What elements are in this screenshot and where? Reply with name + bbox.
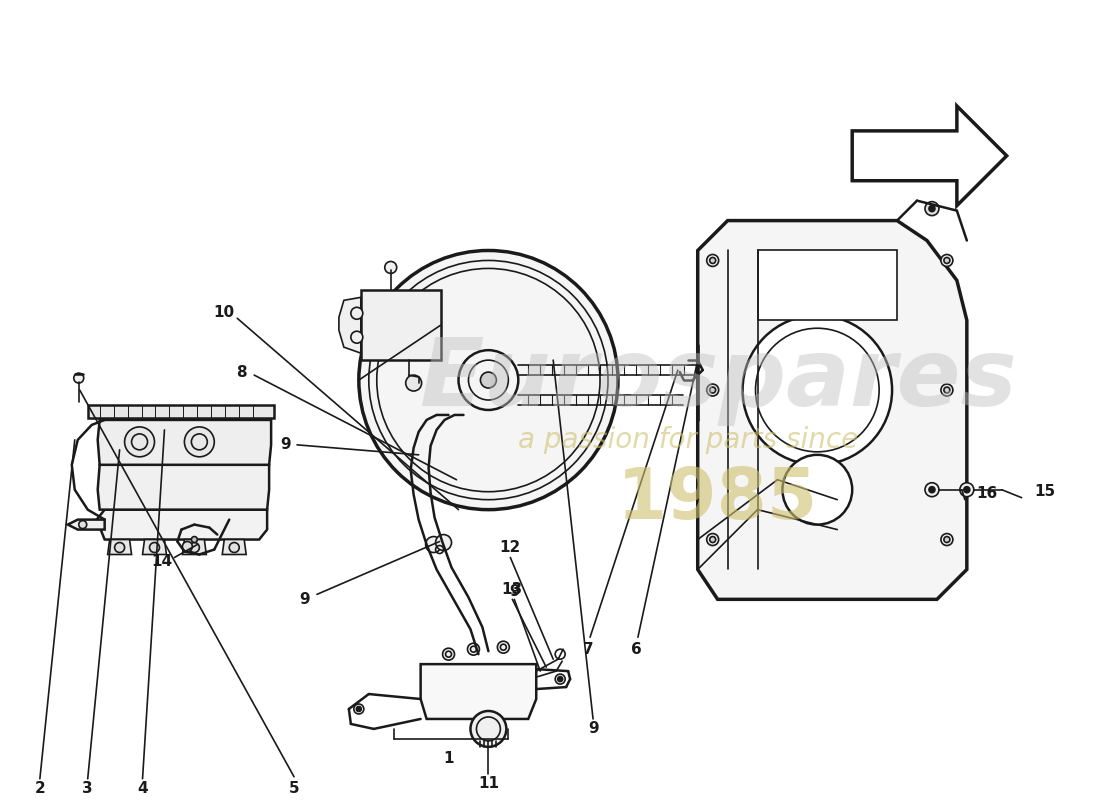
Circle shape [406,375,421,391]
Text: 15: 15 [1035,484,1056,499]
Circle shape [925,482,939,497]
Circle shape [706,254,718,266]
Circle shape [782,455,852,525]
Text: 6: 6 [630,642,641,657]
Circle shape [418,446,431,460]
Text: 9: 9 [299,592,310,607]
Text: 1: 1 [443,751,454,766]
Polygon shape [420,664,536,719]
Circle shape [442,648,454,660]
Circle shape [706,384,718,396]
Circle shape [124,427,154,457]
Circle shape [359,250,618,510]
Circle shape [960,482,974,497]
Text: 9: 9 [509,584,519,599]
Circle shape [74,373,84,383]
Text: 8: 8 [235,365,246,379]
Circle shape [742,315,892,465]
Circle shape [497,642,509,653]
Circle shape [114,542,124,553]
Circle shape [351,307,363,319]
Circle shape [706,534,718,546]
Text: 12: 12 [499,540,521,555]
Polygon shape [98,420,271,465]
Circle shape [79,521,87,529]
Polygon shape [222,539,246,554]
Text: 9: 9 [588,722,600,737]
Circle shape [925,202,939,216]
Circle shape [436,534,451,550]
Circle shape [710,258,716,263]
Polygon shape [339,298,361,353]
Circle shape [385,262,397,274]
Polygon shape [143,539,166,554]
Text: 9: 9 [279,438,290,452]
Polygon shape [852,106,1006,206]
Text: 11: 11 [477,776,499,791]
Text: 16: 16 [977,486,998,501]
Circle shape [940,384,953,396]
Text: 13: 13 [502,582,522,597]
Circle shape [481,372,496,388]
Circle shape [409,447,425,462]
Text: Eurospares: Eurospares [419,334,1016,426]
Polygon shape [98,465,270,510]
Circle shape [944,258,950,263]
Circle shape [940,254,953,266]
Circle shape [964,486,970,493]
Circle shape [556,674,565,684]
Circle shape [940,534,953,546]
Circle shape [710,537,716,542]
Polygon shape [183,539,207,554]
Text: 5: 5 [288,782,299,796]
Polygon shape [697,221,967,599]
Text: 1985: 1985 [617,465,818,534]
Circle shape [185,427,214,457]
Text: 3: 3 [82,782,94,796]
Circle shape [189,542,199,553]
Circle shape [710,387,716,393]
Polygon shape [361,290,441,360]
Polygon shape [97,510,267,539]
Circle shape [351,331,363,343]
Polygon shape [88,405,274,418]
Text: 14: 14 [151,554,172,569]
Circle shape [468,643,480,655]
Circle shape [191,537,197,542]
Polygon shape [68,520,104,530]
Circle shape [150,542,160,553]
Circle shape [930,486,935,493]
Circle shape [558,677,563,682]
Circle shape [930,206,935,212]
Text: 10: 10 [213,305,234,320]
Circle shape [354,704,364,714]
Circle shape [229,542,239,553]
Circle shape [426,537,441,553]
Circle shape [471,711,506,747]
Polygon shape [758,250,898,320]
Text: 7: 7 [583,642,593,657]
Circle shape [944,537,950,542]
Circle shape [944,387,950,393]
Text: 2: 2 [34,782,45,796]
Circle shape [356,706,361,711]
Polygon shape [108,539,132,554]
Text: 4: 4 [138,782,147,796]
Circle shape [183,542,192,551]
Text: a passion for parts since: a passion for parts since [518,426,858,454]
